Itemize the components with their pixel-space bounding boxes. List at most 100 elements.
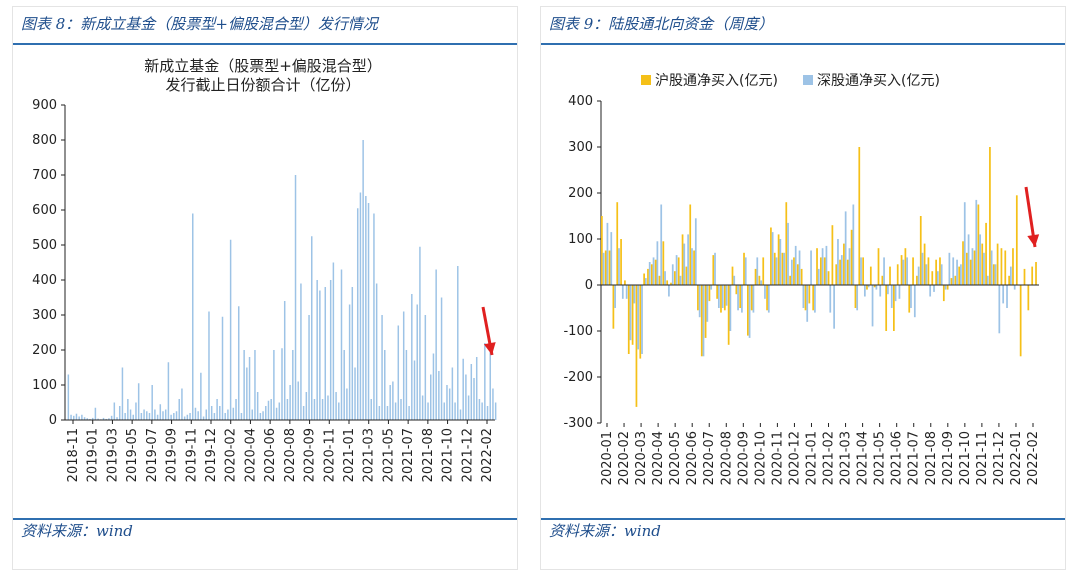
- bar: [621, 285, 624, 299]
- bar: [693, 250, 695, 285]
- bar: [950, 278, 953, 285]
- x-tick-label: 2021-03: [362, 428, 377, 482]
- bar: [91, 417, 94, 420]
- bar: [944, 285, 947, 290]
- bar: [440, 297, 443, 420]
- bar: [370, 399, 372, 420]
- bar: [102, 417, 105, 420]
- bar: [70, 414, 72, 420]
- x-tick-label: 2021-11: [975, 431, 990, 485]
- bar: [723, 285, 726, 311]
- bar: [159, 404, 162, 420]
- x-tick-label: 2021-05: [873, 431, 888, 485]
- bar: [283, 301, 286, 420]
- bar: [994, 264, 997, 285]
- bar: [294, 175, 297, 420]
- bar: [854, 285, 857, 308]
- bar: [762, 257, 765, 285]
- bar: [846, 259, 849, 285]
- bar: [814, 285, 816, 313]
- bar: [375, 283, 378, 420]
- bar: [929, 285, 932, 297]
- bar: [457, 266, 459, 420]
- bar: [405, 350, 408, 420]
- chart-title-line: 新成立基金（股票型+偏股混合型）: [144, 57, 382, 75]
- bar: [351, 287, 354, 420]
- x-tick-label: 2020-09: [303, 428, 318, 482]
- bar: [794, 245, 797, 285]
- y-tick-label: -200: [563, 370, 593, 385]
- bar: [790, 259, 793, 285]
- bar: [148, 413, 151, 420]
- bar: [400, 399, 402, 420]
- bar: [286, 399, 289, 420]
- bar: [777, 234, 780, 285]
- bar: [265, 406, 267, 420]
- bar: [121, 367, 124, 420]
- bar: [973, 250, 976, 285]
- bar: [698, 285, 701, 318]
- bar: [739, 285, 742, 308]
- x-tick-label: 2020-06: [263, 428, 278, 482]
- bar: [362, 140, 364, 420]
- bar: [860, 257, 862, 285]
- bar: [721, 285, 724, 308]
- bar: [327, 395, 329, 420]
- bar: [862, 257, 864, 285]
- y-tick-label: 600: [32, 203, 57, 218]
- bar: [1027, 285, 1030, 311]
- bar: [956, 259, 958, 285]
- bar: [840, 255, 843, 285]
- x-tick-label: 2020-02: [224, 428, 239, 482]
- x-tick-label: 2020-02: [617, 431, 632, 485]
- bar: [952, 257, 955, 285]
- bar: [758, 275, 761, 285]
- bar: [197, 411, 199, 420]
- x-tick-label: 2021-05: [381, 428, 396, 482]
- bar: [192, 213, 194, 420]
- bar: [289, 385, 291, 420]
- bar: [346, 388, 348, 420]
- bar: [620, 239, 622, 285]
- bar: [948, 252, 951, 285]
- bar: [921, 252, 924, 285]
- bar: [627, 285, 630, 354]
- bar: [717, 285, 720, 308]
- bar: [877, 248, 880, 285]
- bar: [989, 147, 991, 285]
- bar: [162, 411, 164, 420]
- bar: [748, 285, 751, 338]
- bar: [827, 271, 830, 285]
- bar: [902, 259, 905, 285]
- bar: [631, 285, 634, 345]
- bar: [384, 350, 386, 420]
- bar: [873, 285, 876, 288]
- x-tick-label: 2021-07: [907, 431, 922, 485]
- bar: [1000, 248, 1003, 285]
- bar: [202, 416, 205, 420]
- bar: [302, 406, 305, 420]
- bar: [127, 399, 129, 420]
- bar: [735, 285, 738, 295]
- x-tick-label: 2021-06: [890, 431, 905, 485]
- bar: [459, 409, 462, 420]
- bar: [324, 287, 327, 420]
- bar: [181, 388, 183, 420]
- bar: [194, 407, 197, 420]
- x-tick-label: 2020-07: [702, 431, 717, 485]
- x-tick-label: 2021-10: [958, 431, 973, 485]
- left-panel-title: 图表 8：新成立基金（股票型+偏股混合型）发行情况: [21, 15, 378, 33]
- bar: [912, 257, 914, 285]
- bar: [1015, 195, 1018, 285]
- bar: [1002, 285, 1005, 304]
- bar: [373, 213, 375, 420]
- bar: [251, 409, 253, 420]
- bar: [931, 271, 934, 285]
- bar: [916, 275, 918, 285]
- bar: [764, 285, 766, 299]
- bar: [154, 409, 156, 420]
- bar: [227, 409, 229, 420]
- x-tick-label: 2020-08: [283, 428, 298, 482]
- bar: [960, 264, 962, 285]
- bar: [356, 208, 359, 420]
